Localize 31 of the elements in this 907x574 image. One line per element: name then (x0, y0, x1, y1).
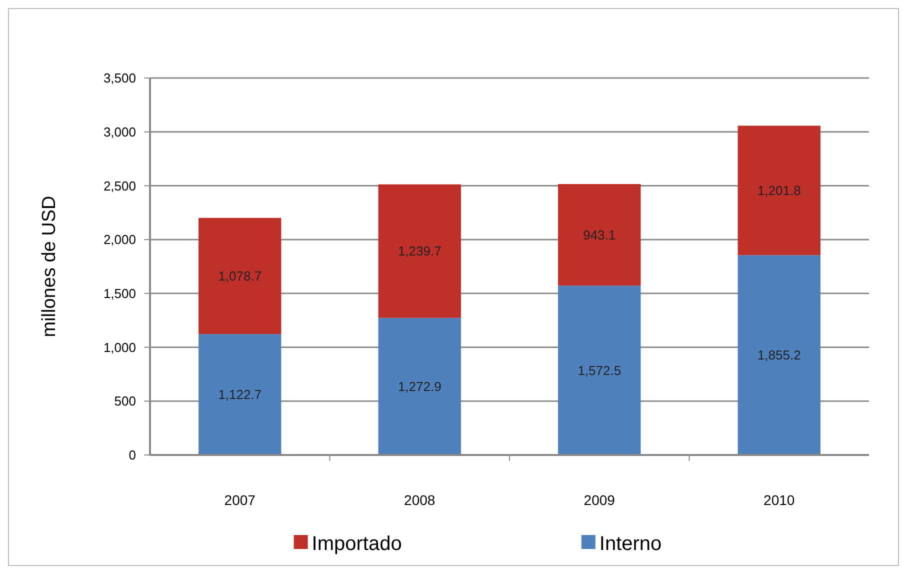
bar (198, 218, 282, 334)
y-tick-label: 2,000 (103, 232, 136, 248)
y-tick-label: 1,500 (103, 286, 136, 301)
data-label: 1,272.9 (398, 378, 442, 394)
y-axis-title: millones de USD (39, 196, 60, 338)
x-tick-label: 2009 (584, 492, 616, 508)
y-tick-label: 0 (128, 448, 136, 463)
y-tick-label: 1,000 (103, 340, 136, 355)
data-label: 1,239.7 (398, 244, 442, 259)
data-label: 1,201.8 (757, 182, 801, 198)
data-label: 943.1 (583, 227, 616, 242)
x-tick-label: 2010 (764, 492, 795, 508)
bar (378, 318, 461, 455)
x-tick-label: 2008 (404, 492, 436, 508)
y-tick-label: 500 (114, 394, 136, 409)
bar (738, 126, 820, 256)
data-label: 1,122.7 (218, 387, 262, 402)
data-label: 1,855.2 (757, 348, 801, 363)
bar (558, 286, 641, 455)
legend-label: Importado (312, 533, 402, 555)
x-tick-label: 2007 (224, 492, 256, 508)
y-tick-label: 3,000 (103, 124, 136, 140)
bar (198, 334, 282, 455)
data-label: 1,078.7 (218, 268, 262, 284)
bar (558, 184, 641, 286)
bar (378, 184, 461, 318)
y-tick-label: 2,500 (103, 178, 136, 194)
legend-label: Interno (599, 533, 662, 555)
y-tick-label: 3,500 (103, 70, 136, 86)
bar (738, 255, 820, 455)
data-label: 1,572.5 (578, 362, 622, 378)
